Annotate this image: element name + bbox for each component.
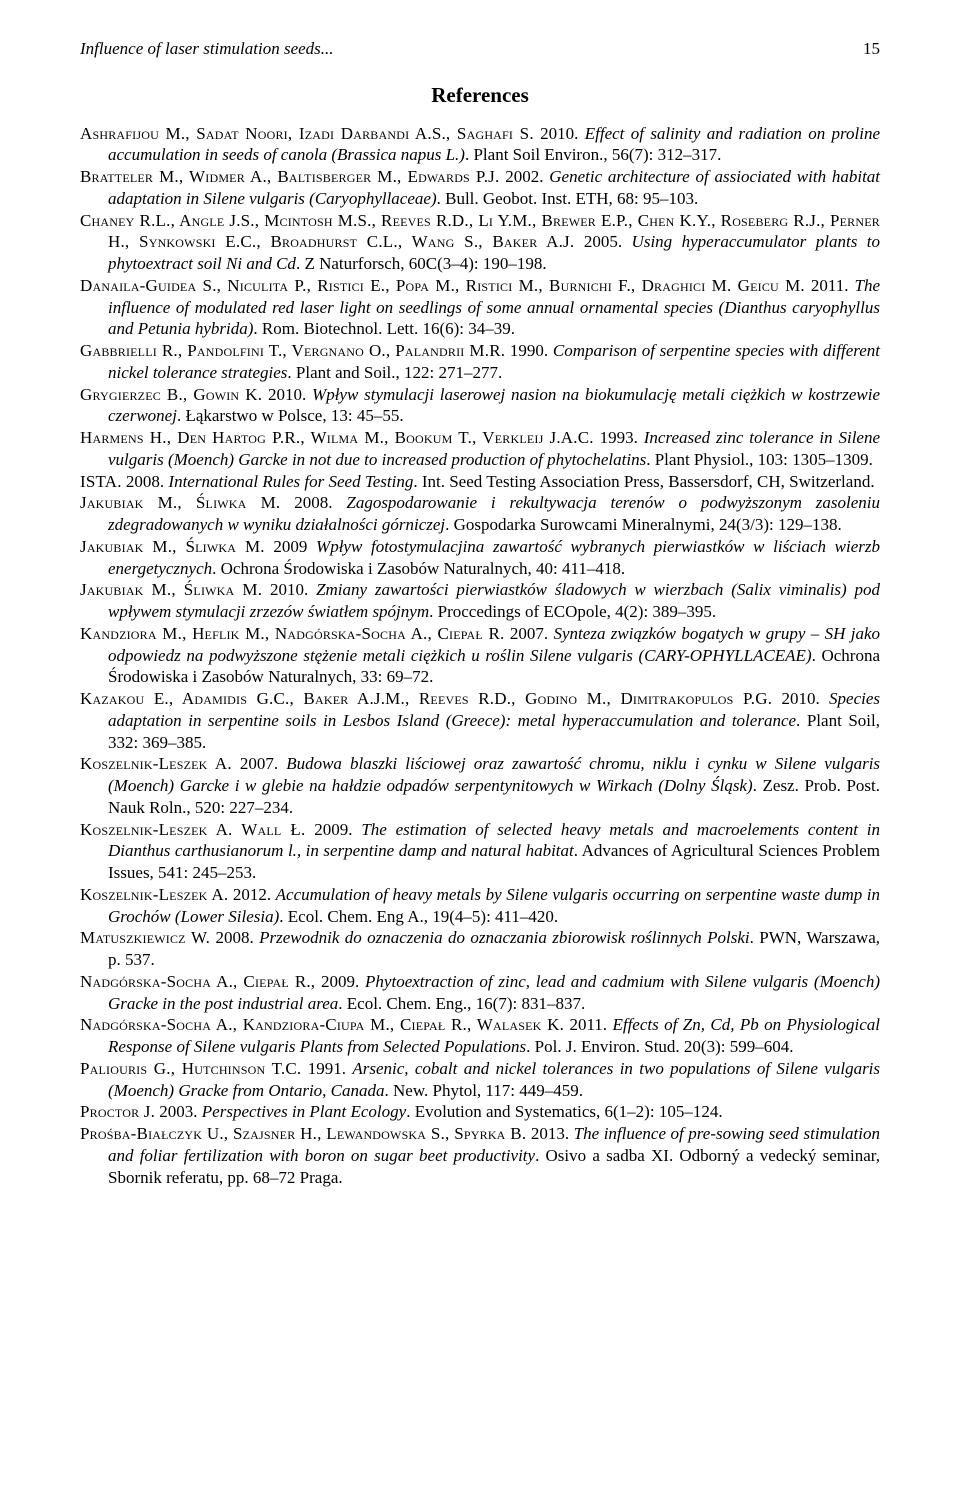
reference-authors: Gabbrielli R., Pandolfini T., Vergnano O… [80, 341, 505, 360]
reference-entry: Harmens H., Den Hartog P.R., Wilma M., B… [80, 427, 880, 471]
reference-title: International Rules for Seed Testing [168, 472, 413, 491]
reference-entry: Bratteler M., Widmer A., Baltisberger M.… [80, 166, 880, 210]
reference-source: . Plant Soil Environ., 56(7): 312–317. [465, 145, 721, 164]
reference-year: 2002. [505, 167, 543, 186]
reference-authors: Harmens H., Den Hartog P.R., Wilma M., B… [80, 428, 594, 447]
reference-source: . Plant and Soil., 122: 271–277. [287, 363, 502, 382]
reference-source: . Proccedings of ECOpole, 4(2): 389–395. [429, 602, 716, 621]
reference-source: . Pol. J. Environ. Stud. 20(3): 599–604. [526, 1037, 793, 1056]
reference-entry: Koszelnik-Leszek A. 2012. Accumulation o… [80, 884, 880, 928]
reference-entry: Paliouris G., Hutchinson T.C. 1991. Arse… [80, 1058, 880, 1102]
reference-authors: Koszelnik-Leszek A. Wall Ł. [80, 820, 305, 839]
reference-authors: Jakubiak M., Śliwka M. [80, 493, 280, 512]
reference-entry: Grygierzec B., Gowin K. 2010. Wpływ stym… [80, 384, 880, 428]
reference-title: Perspectives in Plant Ecology [202, 1102, 406, 1121]
reference-source: . Z Naturforsch, 60C(3–4): 190–198. [296, 254, 547, 273]
reference-year: 2010. [781, 689, 819, 708]
references-list: Ashrafijou M., Sadat Noori, Izadi Darban… [80, 123, 880, 1189]
reference-year: 2005. [584, 232, 622, 251]
reference-authors: Prośba-Białczyk U., Szajsner H., Lewando… [80, 1124, 526, 1143]
reference-source: . Łąkarstwo w Polsce, 13: 45–55. [177, 406, 404, 425]
page-number: 15 [863, 38, 880, 60]
reference-authors: Matuszkiewicz W. [80, 928, 210, 947]
reference-authors: Kandziora M., Heflik M., Nadgórska-Socha… [80, 624, 505, 643]
reference-year: 2008. [126, 472, 164, 491]
reference-source: . Gospodarka Surowcami Mineralnymi, 24(3… [445, 515, 842, 534]
reference-authors: Danaila-Guidea S., Niculita P., Ristici … [80, 276, 805, 295]
reference-entry: Nadgórska-Socha A., Kandziora-Ciupa M., … [80, 1014, 880, 1058]
reference-entry: Kandziora M., Heflik M., Nadgórska-Socha… [80, 623, 880, 688]
references-heading: References [80, 82, 880, 109]
reference-year: 2007. [510, 624, 548, 643]
reference-source: . Plant Physiol., 103: 1305–1309. [646, 450, 873, 469]
reference-entry: Chaney R.L., Angle J.S., Mcintosh M.S., … [80, 210, 880, 275]
reference-year: 2009 [273, 537, 307, 556]
reference-entry: ISTA. 2008. International Rules for Seed… [80, 471, 880, 493]
reference-year: 2003. [159, 1102, 197, 1121]
reference-year: 2008. [294, 493, 332, 512]
reference-authors: Jakubiak M., Śliwka M. [80, 580, 262, 599]
reference-source: . Evolution and Systematics, 6(1–2): 105… [406, 1102, 722, 1121]
reference-entry: Koszelnik-Leszek A. Wall Ł. 2009. The es… [80, 819, 880, 884]
reference-year: 2009. [314, 820, 352, 839]
reference-year: 2011. [569, 1015, 607, 1034]
reference-authors: Koszelnik-Leszek A. [80, 754, 232, 773]
reference-authors: Proctor J. [80, 1102, 155, 1121]
reference-entry: Prośba-Białczyk U., Szajsner H., Lewando… [80, 1123, 880, 1188]
reference-entry: Gabbrielli R., Pandolfini T., Vergnano O… [80, 340, 880, 384]
reference-year: 2010. [270, 580, 308, 599]
reference-authors: Grygierzec B., Gowin K. [80, 385, 262, 404]
reference-year: 2007. [240, 754, 278, 773]
reference-source: . Bull. Geobot. Inst. ETH, 68: 95–103. [437, 189, 699, 208]
reference-entry: Jakubiak M., Śliwka M. 2010. Zmiany zawa… [80, 579, 880, 623]
reference-entry: Nadgórska-Socha A., Ciepał R., 2009. Phy… [80, 971, 880, 1015]
reference-entry: Matuszkiewicz W. 2008. Przewodnik do ozn… [80, 927, 880, 971]
reference-authors: Kazakou E., Adamidis G.C., Baker A.J.M.,… [80, 689, 772, 708]
reference-authors: Jakubiak M., Śliwka M. [80, 537, 265, 556]
reference-year: 2013. [531, 1124, 569, 1143]
running-head: Influence of laser stimulation seeds... … [80, 38, 880, 60]
reference-source: . New. Phytol, 117: 449–459. [385, 1081, 584, 1100]
reference-entry: Koszelnik-Leszek A. 2007. Budowa blaszki… [80, 753, 880, 818]
reference-year: 2009. [321, 972, 359, 991]
reference-entry: Danaila-Guidea S., Niculita P., Ristici … [80, 275, 880, 340]
reference-source: . Ecol. Chem. Eng A., 19(4–5): 411–420. [279, 907, 558, 926]
reference-entry: Kazakou E., Adamidis G.C., Baker A.J.M.,… [80, 688, 880, 753]
reference-entry: Ashrafijou M., Sadat Noori, Izadi Darban… [80, 123, 880, 167]
reference-authors: Paliouris G., Hutchinson T.C. [80, 1059, 301, 1078]
reference-authors: Ashrafijou M., Sadat Noori, Izadi Darban… [80, 124, 534, 143]
reference-source: . Ecol. Chem. Eng., 16(7): 831–837. [338, 994, 585, 1013]
reference-year: 2011. [811, 276, 849, 295]
reference-authors: Koszelnik-Leszek A. [80, 885, 228, 904]
reference-title: Przewodnik do oznaczenia do oznaczania z… [259, 928, 750, 947]
reference-source: . Ochrona Środowiska i Zasobów Naturalny… [212, 559, 625, 578]
reference-year: 1990. [510, 341, 548, 360]
reference-year: 2008. [215, 928, 253, 947]
reference-source: . Rom. Biotechnol. Lett. 16(6): 34–39. [253, 319, 515, 338]
page: Influence of laser stimulation seeds... … [0, 0, 960, 1512]
reference-year: 2012. [233, 885, 271, 904]
reference-year: 1991. [308, 1059, 346, 1078]
reference-year: 2010. [268, 385, 306, 404]
reference-authors: Bratteler M., Widmer A., Baltisberger M.… [80, 167, 499, 186]
reference-source: . Int. Seed Testing Association Press, B… [413, 472, 874, 491]
reference-entry: Jakubiak M., Śliwka M. 2008. Zagospodaro… [80, 492, 880, 536]
reference-authors: ISTA. [80, 472, 122, 491]
reference-entry: Proctor J. 2003. Perspectives in Plant E… [80, 1101, 880, 1123]
reference-year: 1993. [600, 428, 638, 447]
reference-year: 2010. [540, 124, 578, 143]
reference-entry: Jakubiak M., Śliwka M. 2009 Wpływ fotost… [80, 536, 880, 580]
reference-authors: Nadgórska-Socha A., Ciepał R., [80, 972, 315, 991]
reference-authors: Nadgórska-Socha A., Kandziora-Ciupa M., … [80, 1015, 564, 1034]
running-title: Influence of laser stimulation seeds... [80, 39, 334, 58]
